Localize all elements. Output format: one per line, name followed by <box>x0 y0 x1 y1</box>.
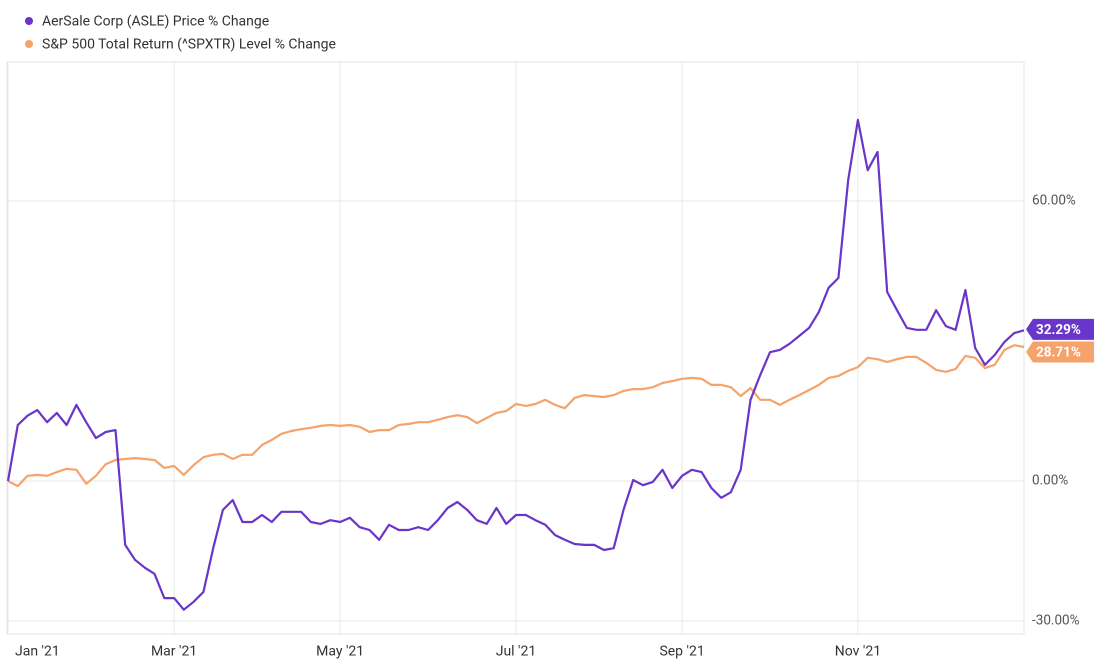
x-tick-label: May '21 <box>316 644 364 660</box>
legend-marker <box>25 40 33 48</box>
y-tick-label: -30.00% <box>1032 612 1080 628</box>
value-badge <box>1026 318 1094 340</box>
legend-label: AerSale Corp (ASLE) Price % Change <box>42 14 269 30</box>
x-tick-label: Nov '21 <box>835 644 881 660</box>
x-tick-label: Mar '21 <box>151 644 197 660</box>
legend-marker <box>25 17 33 25</box>
value-badge <box>1026 341 1094 363</box>
x-tick-label: Sep '21 <box>659 644 704 660</box>
series-line <box>6 118 1025 611</box>
y-tick-label: 60.00% <box>1032 193 1076 209</box>
legend-label: S&P 500 Total Return (^SPXTR) Level % Ch… <box>42 37 336 53</box>
series-line <box>7 344 1025 488</box>
value-label: 28.71% <box>1036 345 1081 361</box>
x-tick-label: Jul '21 <box>496 644 537 660</box>
y-tick-label: 0.00% <box>1032 473 1068 489</box>
value-label: 32.29% <box>1036 322 1081 338</box>
x-tick-label: Jan '21 <box>15 644 60 660</box>
